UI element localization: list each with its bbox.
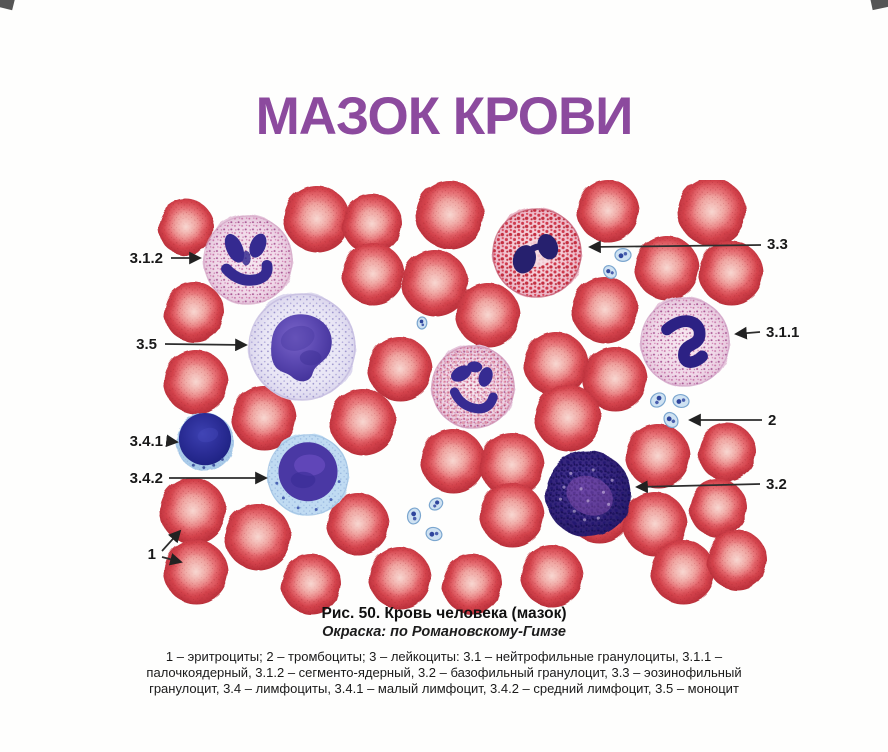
erythrocyte [232, 386, 296, 450]
leukocytes-layer [176, 208, 730, 537]
erythrocyte [524, 332, 588, 396]
monocyte-cell [248, 293, 356, 401]
erythrocyte [535, 385, 601, 451]
platelet [672, 393, 690, 409]
platelet [663, 411, 679, 429]
erythrocyte [623, 492, 687, 556]
erythrocyte [635, 236, 699, 300]
erythrocyte [164, 282, 224, 342]
neutrophil_band-cell [640, 297, 730, 387]
callout-3.4.1: 3.4.1 [130, 433, 179, 450]
callout-3.4.2: 3.4.2 [130, 470, 268, 487]
callout-arrow [165, 434, 179, 448]
erythrocyte [521, 545, 583, 607]
figure-stain-note: Окраска: по Романовскому-Гимзе [322, 624, 566, 640]
erythrocyte [330, 389, 396, 455]
callout-3.2: 3.2 [635, 476, 787, 494]
erythrocyte [456, 283, 520, 347]
callout-3.5: 3.5 [136, 336, 248, 353]
platelet [649, 392, 667, 408]
erythrocyte [164, 350, 228, 414]
erythrocyte [707, 530, 767, 590]
erythrocyte [442, 554, 502, 614]
callout-3.1.1: 3.1.1 [734, 324, 799, 341]
callout-arrow [734, 326, 761, 340]
erythrocyte [678, 180, 746, 246]
platelets-layer [406, 247, 690, 542]
callout-arrow [161, 553, 183, 566]
erythrocyte [342, 243, 404, 305]
eosinophil-cell [492, 208, 582, 298]
platelet [406, 507, 422, 525]
figure-caption-block: Рис. 50. Кровь человека (мазок) Окраска:… [124, 605, 764, 640]
erythrocyte [699, 241, 763, 305]
erythrocyte [572, 277, 638, 343]
erythrocyte [327, 493, 389, 555]
erythrocyte [342, 194, 402, 254]
callout-label: 3.4.1 [130, 433, 163, 450]
figure-caption: Рис. 50. Кровь человека (мазок) [321, 605, 567, 622]
erythrocyte [698, 423, 756, 481]
erythrocyte [164, 540, 228, 604]
callout-2: 2 [688, 412, 776, 429]
blood-smear-svg: 3.1.2 3.5 3.4.1 3.4.2 1 3.3 3.1.1 2 3.2 [130, 180, 799, 614]
callout-3.3: 3.3 [588, 236, 788, 254]
figure-legend: 1 – эритроциты; 2 – тромбоциты; 3 – лейк… [146, 649, 742, 696]
erythrocyte [651, 540, 715, 604]
platelet [416, 316, 428, 330]
callout-label: 3.2 [766, 476, 787, 493]
erythrocyte [583, 347, 647, 411]
erythrocyte [421, 429, 485, 493]
neutrophil_segmented-cell [203, 215, 293, 305]
basophil-cell [545, 451, 631, 537]
erythrocyte [284, 186, 350, 252]
page-title: МАЗОК КРОВИ [255, 87, 634, 146]
erythrocyte [626, 424, 690, 488]
callout-label: 3.3 [767, 236, 788, 253]
erythrocyte [369, 547, 431, 609]
callout-label: 3.1.1 [766, 324, 799, 341]
erythrocyte [402, 250, 468, 316]
callout-arrow [161, 529, 182, 552]
erythrocyte [480, 433, 544, 497]
callout-label: 3.5 [136, 336, 157, 353]
callout-3.1.2: 3.1.2 [130, 250, 202, 267]
erythrocyte [577, 180, 639, 242]
callout-label: 1 [148, 546, 156, 563]
callout-1: 1 [148, 529, 183, 566]
neutrophil_segmented_2-cell [431, 345, 515, 429]
lymphocyte_small-cell [176, 413, 234, 471]
erythrocyte [480, 483, 544, 547]
platelet [428, 497, 444, 511]
callouts-layer: 3.1.2 3.5 3.4.1 3.4.2 1 3.3 3.1.1 2 3.2 [130, 236, 799, 566]
lymphocyte_medium-cell [267, 434, 349, 516]
erythrocyte [689, 479, 747, 537]
platelet [425, 526, 443, 542]
platelet [603, 265, 617, 279]
erythrocyte [368, 337, 432, 401]
erythrocyte [281, 554, 341, 614]
callout-arrow [164, 338, 248, 352]
callout-arrow [588, 240, 762, 254]
scan-artifact-top-left [0, 0, 16, 11]
scan-artifact-top-right [869, 0, 888, 11]
erythrocyte [160, 478, 226, 544]
callout-label: 2 [768, 412, 776, 429]
erythrocyte [225, 504, 291, 570]
platelet [614, 247, 632, 263]
callout-arrow [635, 480, 761, 494]
erythrocyte [158, 199, 214, 255]
callout-label: 3.4.2 [130, 470, 163, 487]
erythrocyte [416, 181, 484, 249]
callout-label: 3.1.2 [130, 250, 163, 267]
